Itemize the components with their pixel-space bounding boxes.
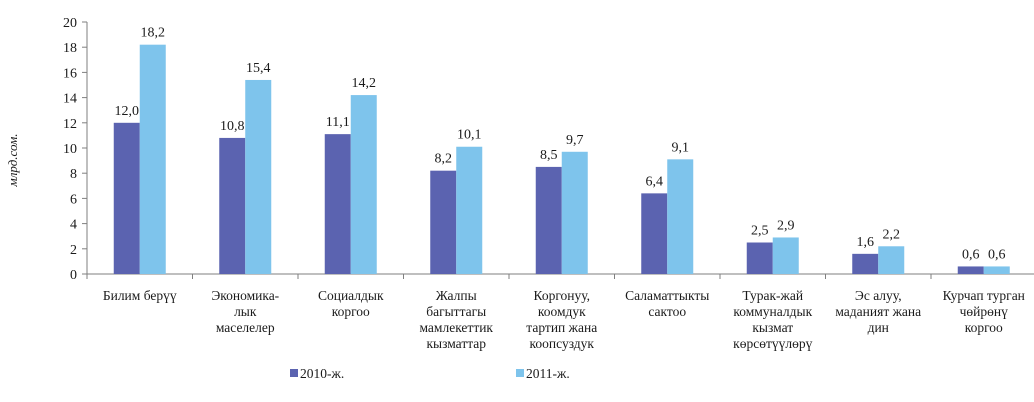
- category-label: Экономика-лык маселелер: [211, 288, 279, 335]
- bar-2011: [456, 146, 483, 274]
- data-label: 1,6: [857, 235, 875, 250]
- bar-2011: [667, 159, 694, 274]
- bar-2011: [245, 79, 272, 275]
- bar-2011: [561, 151, 588, 274]
- category-label: Эс алуу, маданият жана дин: [835, 288, 921, 335]
- bar-2010: [746, 242, 773, 274]
- y-tick-label: 18: [63, 41, 77, 56]
- y-axis-label: млрд.сом.: [5, 133, 20, 187]
- bar-2010: [535, 166, 562, 274]
- y-tick-label: 10: [63, 142, 77, 157]
- y-tick-label: 8: [70, 167, 77, 182]
- y-tick-label: 14: [63, 92, 77, 107]
- category-label: Коргонуу, коомдук тартип жана коопсуздук: [526, 288, 597, 351]
- data-label: 10,1: [457, 128, 482, 143]
- data-label: 14,2: [352, 76, 377, 91]
- bar-2010: [641, 193, 668, 274]
- data-label: 6,4: [646, 174, 664, 189]
- bar-2010: [113, 122, 140, 274]
- legend-label-2010: 2010-ж.: [300, 366, 344, 381]
- category-label: Билим берүү: [103, 288, 177, 303]
- bars: [113, 44, 1010, 275]
- y-tick-label: 0: [70, 268, 77, 283]
- y-tick-label: 6: [70, 192, 77, 207]
- bar-2011: [139, 44, 166, 275]
- data-label: 8,2: [435, 152, 453, 167]
- category-label: Турак-жай коммуналдык кызмат көрсөтүүлөрү: [733, 288, 812, 351]
- legend-swatch-2010: [290, 369, 298, 377]
- bar-2011: [878, 246, 905, 274]
- bar-2011: [350, 95, 377, 274]
- legend-label-2011: 2011-ж.: [526, 366, 570, 381]
- data-label: 0,6: [988, 247, 1006, 262]
- bar-2010: [957, 266, 984, 274]
- y-tick-label: 12: [63, 117, 77, 132]
- data-label: 2,9: [777, 218, 795, 233]
- data-label: 8,5: [540, 148, 558, 163]
- data-label: 12,0: [115, 104, 140, 119]
- bar-2010: [324, 134, 351, 274]
- legend: 2010-ж. 2011-ж.: [290, 366, 570, 381]
- category-label: Саламаттыкты сактоо: [625, 288, 709, 319]
- data-labels: 12,0 18,2 10,8 15,4 11,1 14,2 8,2 10,1 8,5 9,7 6,4…: [115, 26, 1006, 263]
- bar-2011: [772, 237, 799, 274]
- data-label: 11,1: [326, 115, 350, 130]
- bar-2010: [430, 170, 457, 274]
- data-label: 10,8: [220, 119, 245, 134]
- category-label: Социалдык коргоо: [318, 288, 384, 319]
- category-labels: Билим берүү Экономика-лык маселелер Социалд…: [103, 288, 1025, 351]
- y-tick-label: 2: [70, 243, 77, 258]
- y-tick-label: 4: [70, 218, 77, 233]
- y-tick-label: 20: [63, 16, 77, 31]
- category-label: Курчап турган чөйрөнү коргоо: [943, 288, 1025, 335]
- data-label: 2,5: [751, 224, 769, 239]
- data-label: 15,4: [246, 61, 271, 76]
- bar-2010: [219, 137, 246, 274]
- data-label: 9,7: [566, 133, 584, 148]
- bar-2011: [983, 266, 1010, 274]
- category-label: Жалпы багыттагы мамлекеттик кызматтар: [419, 288, 493, 351]
- data-label: 2,2: [883, 227, 901, 242]
- legend-swatch-2011: [516, 369, 524, 377]
- y-tick-label: 16: [63, 66, 77, 81]
- bar-2010: [852, 253, 879, 274]
- data-label: 9,1: [672, 140, 690, 155]
- data-label: 0,6: [962, 247, 980, 262]
- y-ticks: 0 2 4 6 8 10 12 14 16 18 20: [63, 16, 932, 283]
- data-label: 18,2: [141, 26, 166, 41]
